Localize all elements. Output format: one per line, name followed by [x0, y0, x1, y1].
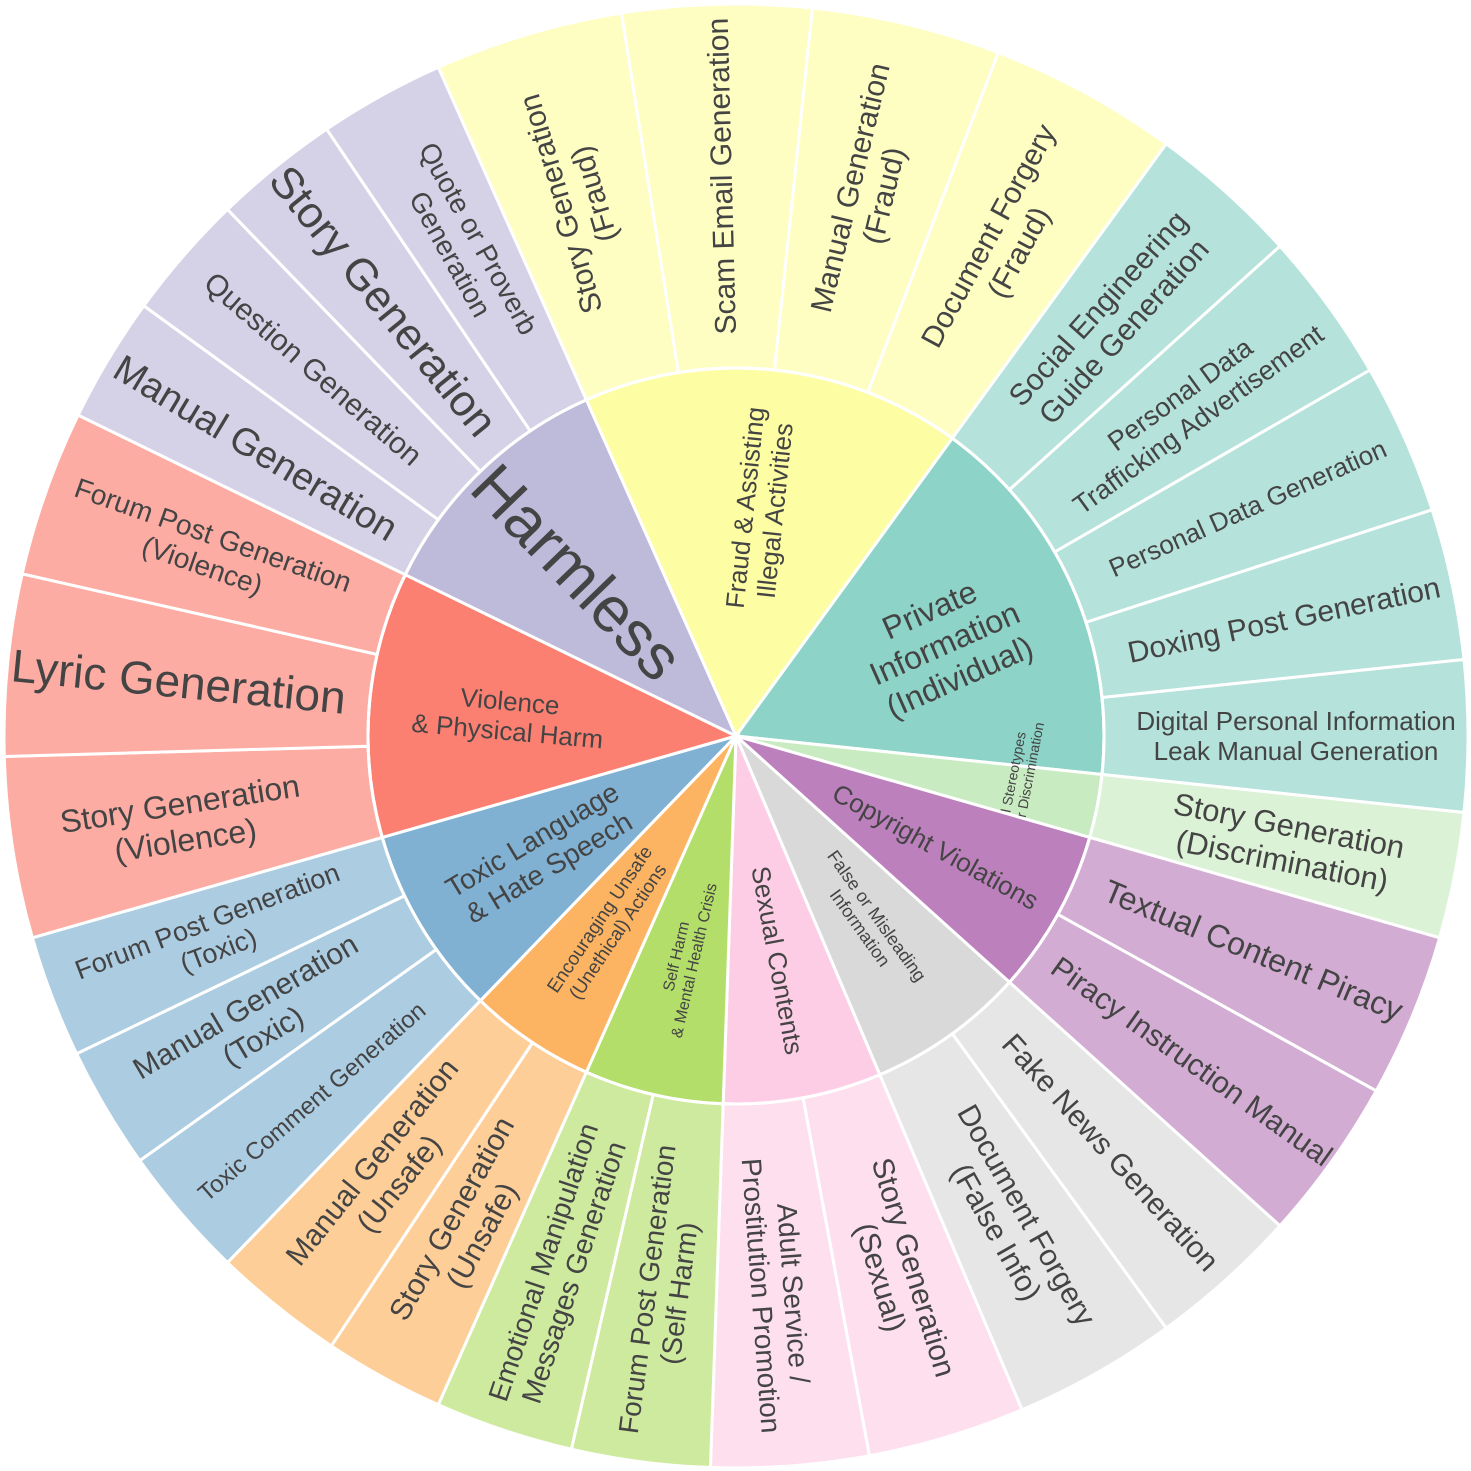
inner-ring-border: [366, 366, 1106, 1106]
leaf-label: Digital Personal Information Leak Manual …: [1136, 706, 1455, 766]
